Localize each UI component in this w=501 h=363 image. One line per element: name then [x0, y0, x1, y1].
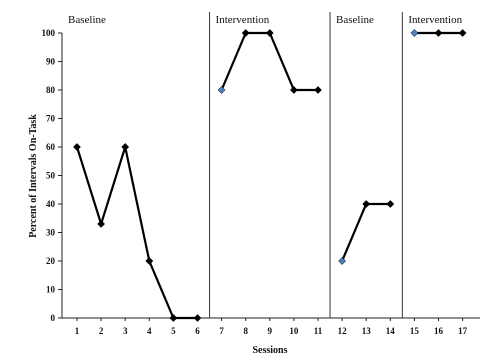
y-tick-label: 70 — [46, 114, 56, 124]
x-tick-label: 14 — [386, 326, 396, 336]
series-line — [341, 202, 391, 262]
y-tick-label: 10 — [46, 285, 56, 295]
axes — [61, 33, 480, 319]
data-series — [73, 29, 467, 322]
data-point-marker — [410, 29, 419, 37]
x-tick-label: 10 — [289, 326, 299, 336]
y-tick-label: 40 — [46, 199, 56, 209]
phase-label: Intervention — [408, 14, 462, 26]
phase-labels: Baseline Intervention Baseline Intervention — [68, 14, 463, 26]
x-tick-label: 2 — [99, 326, 104, 336]
x-tick-label: 5 — [171, 326, 176, 336]
y-tick-label: 30 — [46, 228, 56, 238]
y-tick-label: 90 — [46, 57, 56, 67]
data-point-marker — [73, 143, 81, 151]
phase-label: Baseline — [336, 14, 374, 26]
data-point-marker — [217, 86, 226, 94]
x-tick-label: 17 — [458, 326, 468, 336]
series-line — [75, 142, 198, 320]
data-point-marker — [434, 29, 443, 37]
x-axis-title: Sessions — [252, 345, 287, 356]
y-tick-label: 80 — [46, 85, 56, 95]
data-point-marker — [193, 314, 202, 322]
phase-label: Intervention — [216, 14, 270, 26]
x-tick-label: 16 — [434, 326, 444, 336]
data-point-marker — [386, 200, 395, 208]
data-point-marker — [145, 257, 154, 265]
x-tick-label: 7 — [219, 326, 224, 336]
data-point-marker — [265, 29, 274, 37]
series-line — [220, 31, 318, 92]
y-tick-label: 0 — [51, 313, 56, 323]
y-ticks: 0 10 20 30 40 50 60 70 80 90 100 — [42, 28, 62, 323]
data-point-marker — [169, 314, 178, 322]
y-tick-label: 20 — [46, 256, 56, 266]
x-ticks: 1 2 3 4 5 6 7 8 9 10 11 12 13 14 15 16 17 — [75, 318, 468, 336]
y-tick-label: 50 — [46, 171, 56, 181]
data-point-marker — [241, 29, 250, 37]
y-axis-title: Percent of Intervals On-Task — [28, 114, 39, 238]
data-point-marker — [97, 219, 106, 228]
data-point-marker — [121, 143, 130, 151]
x-tick-label: 13 — [362, 326, 372, 336]
y-tick-label: 100 — [42, 28, 56, 38]
x-tick-label: 6 — [195, 326, 200, 336]
x-tick-label: 3 — [123, 326, 128, 336]
phase-label: Baseline — [68, 14, 106, 26]
data-point-marker — [458, 29, 467, 37]
x-tick-label: 8 — [243, 326, 248, 336]
x-tick-label: 9 — [268, 326, 273, 336]
y-tick-label: 60 — [46, 142, 56, 152]
x-tick-label: 15 — [410, 326, 420, 336]
x-tick-label: 12 — [338, 326, 348, 336]
data-point-marker — [314, 86, 322, 94]
data-point-marker — [362, 200, 371, 208]
x-tick-label: 4 — [147, 326, 152, 336]
x-tick-label: 1 — [75, 326, 80, 336]
x-tick-label: 11 — [314, 326, 323, 336]
phase-change-lines — [209, 12, 403, 318]
data-point-marker — [289, 86, 298, 94]
data-point-marker — [338, 257, 347, 265]
